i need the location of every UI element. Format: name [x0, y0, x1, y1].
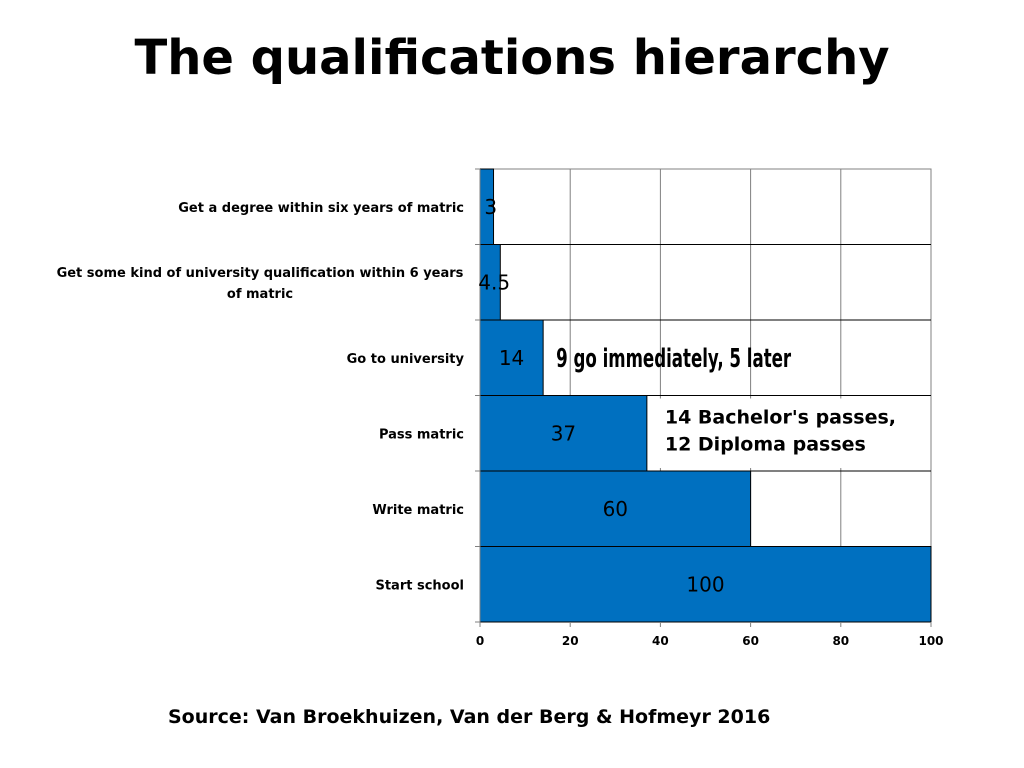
category-label: Start school	[375, 578, 464, 593]
bar	[479, 470, 752, 547]
x-tick-label: 40	[652, 634, 669, 648]
x-tick-label: 80	[832, 634, 849, 648]
x-tick-label: 100	[918, 634, 943, 648]
bar	[479, 319, 544, 396]
x-tick-label: 0	[476, 634, 484, 648]
source-note: Source: Van Broekhuizen, Van der Berg & …	[168, 706, 771, 728]
data-label: 4.5	[478, 270, 510, 294]
annotation-box	[656, 398, 929, 468]
data-label: 100	[686, 572, 724, 596]
x-tick-label: 60	[742, 634, 759, 648]
annotation-text: 9 go immediately, 5 later	[556, 344, 791, 374]
data-label: 14	[499, 346, 524, 370]
data-label: 3	[484, 195, 497, 219]
category-label: Go to university	[347, 352, 465, 367]
category-label: Pass matric	[379, 427, 464, 442]
annotation-text: 14 Bachelor's passes,	[665, 407, 896, 429]
data-label: 60	[603, 497, 628, 521]
annotation-text: 12 Diploma passes	[665, 434, 866, 456]
category-label: Write matric	[372, 503, 464, 518]
category-label: Get a degree within six years of matric	[178, 201, 464, 216]
bar	[479, 395, 648, 472]
bar	[479, 546, 932, 623]
chart-labels: 3 4.5 14 37 60 100 Get a degree within six yea…	[57, 195, 929, 596]
data-label: 37	[551, 421, 576, 445]
x-tick-label: 20	[562, 634, 579, 648]
slide-title: The qualifications hierarchy	[134, 30, 890, 86]
category-label: Get some kind of university qualificatio…	[57, 266, 464, 302]
chart-bars	[479, 168, 932, 623]
chart-axes: 0 20 40 60 80 100	[475, 168, 944, 648]
